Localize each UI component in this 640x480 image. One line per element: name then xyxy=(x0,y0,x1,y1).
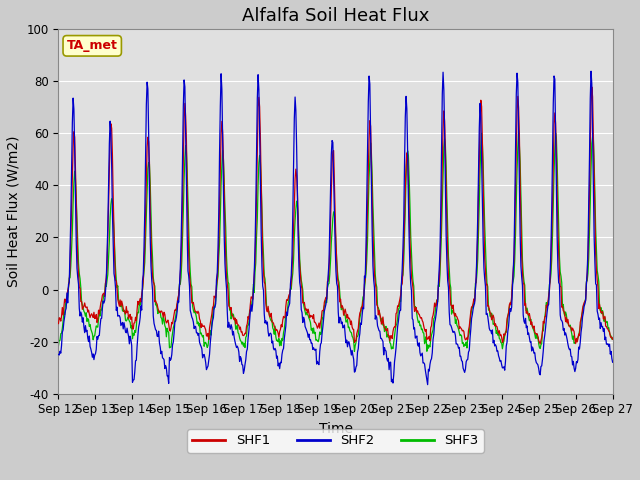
Legend: SHF1, SHF2, SHF3: SHF1, SHF2, SHF3 xyxy=(187,429,484,453)
Title: Alfalfa Soil Heat Flux: Alfalfa Soil Heat Flux xyxy=(242,7,429,25)
Y-axis label: Soil Heat Flux (W/m2): Soil Heat Flux (W/m2) xyxy=(7,136,21,287)
X-axis label: Time: Time xyxy=(319,422,353,436)
Text: TA_met: TA_met xyxy=(67,39,118,52)
